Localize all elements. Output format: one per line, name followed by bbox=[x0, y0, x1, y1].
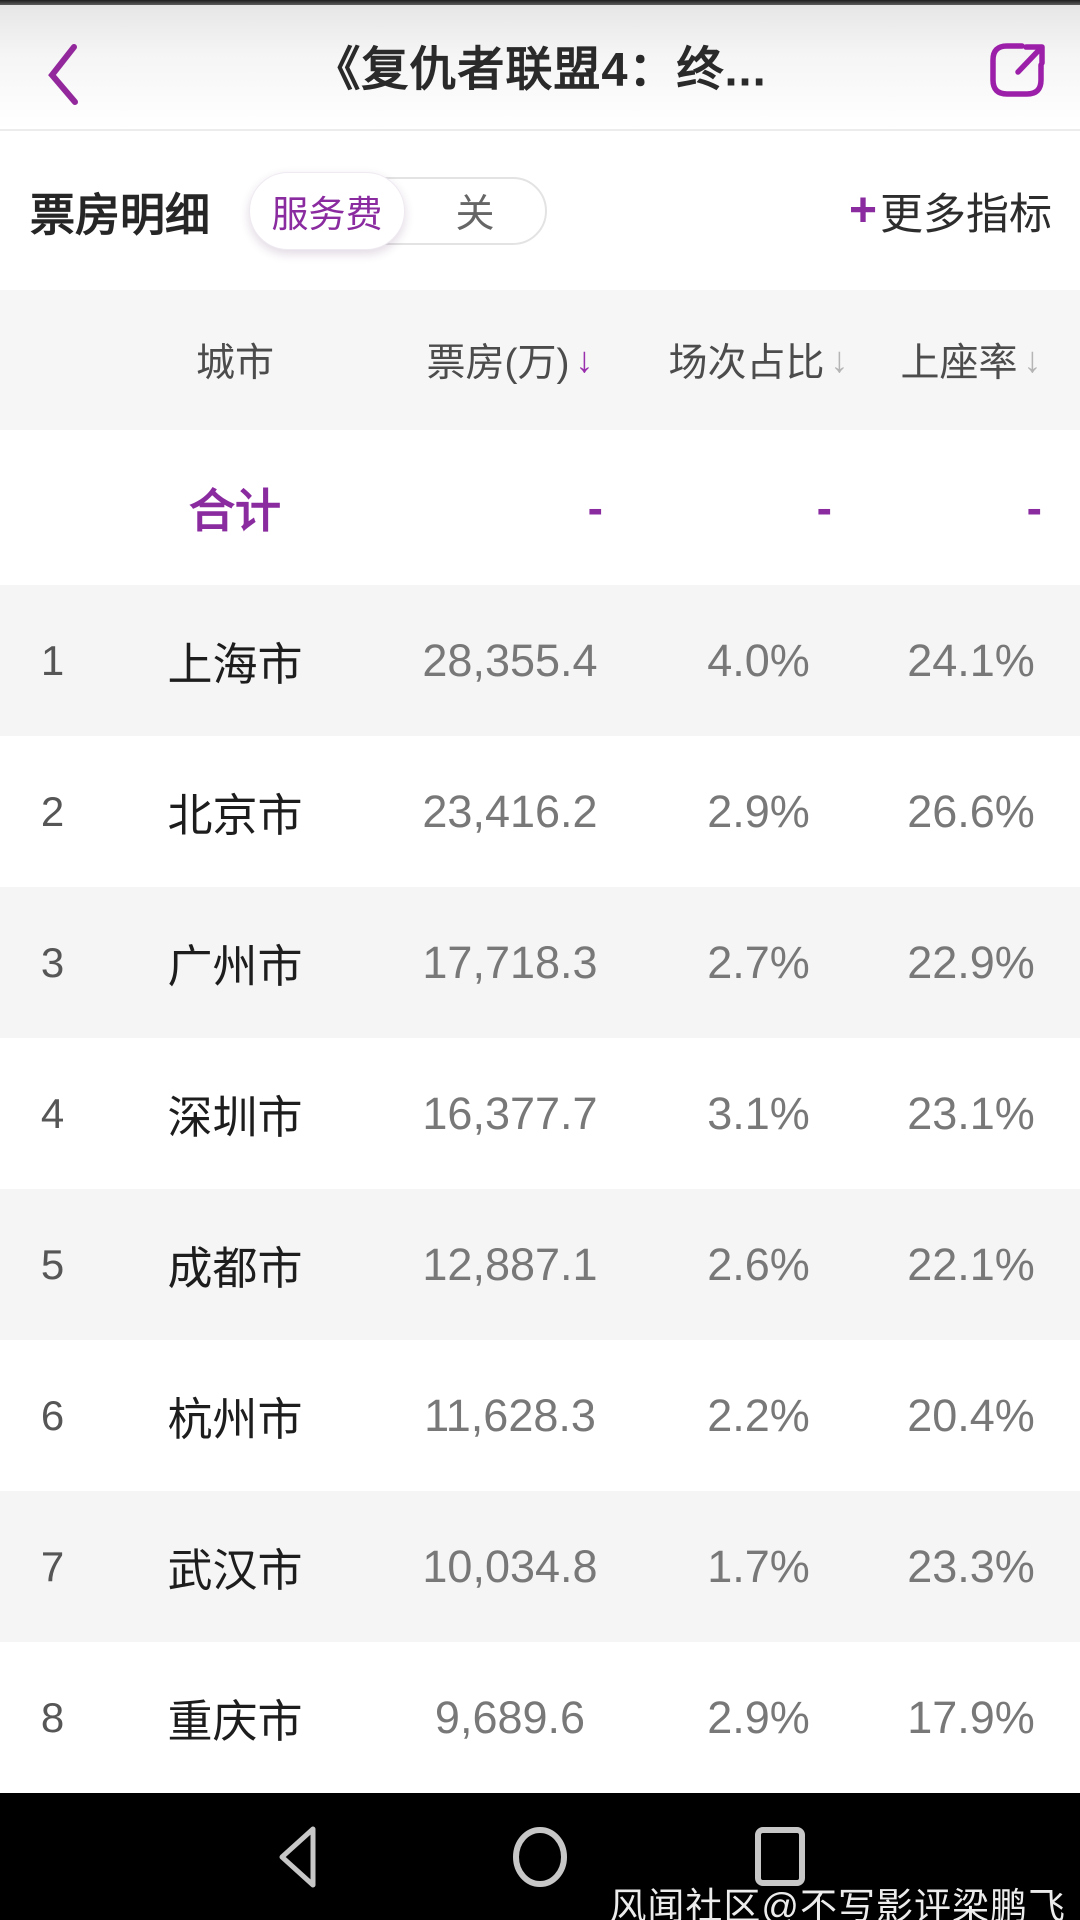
attendance-value: 23.1% bbox=[907, 1087, 1035, 1139]
show-share-value: 4.0% bbox=[707, 634, 810, 686]
more-metrics-label: 更多指标 bbox=[880, 190, 1052, 239]
box-office-value: 17,718.3 bbox=[422, 936, 598, 988]
column-header-box-office[interactable]: 票房(万) ↓ bbox=[426, 339, 594, 385]
table-body: 合计 - - - 1 上海市 28,355.4 4.0% 24.1% 2 北京市… bbox=[0, 430, 1080, 1793]
table-row: 5 成都市 12,887.1 2.6% 22.1% bbox=[0, 1189, 1080, 1340]
box-office-value: 11,628.3 bbox=[424, 1389, 596, 1441]
table-row: 4 深圳市 16,377.7 3.1% 23.1% bbox=[0, 1038, 1080, 1189]
city-name: 重庆市 bbox=[167, 1696, 303, 1747]
box-office-value: 23,416.2 bbox=[422, 785, 598, 837]
recents-square-icon bbox=[755, 1827, 805, 1886]
city-name: 北京市 bbox=[167, 790, 303, 841]
total-attendance: - bbox=[1026, 481, 1042, 534]
back-triangle-icon bbox=[279, 1826, 316, 1888]
attendance-value: 22.1% bbox=[907, 1238, 1035, 1290]
attendance-value: 24.1% bbox=[907, 634, 1035, 686]
sort-desc-icon: ↓ bbox=[830, 339, 849, 380]
column-header-city[interactable]: 城市 bbox=[195, 342, 274, 385]
show-share-value: 3.1% bbox=[707, 1087, 810, 1139]
city-name: 广州市 bbox=[167, 941, 303, 992]
sort-desc-active-icon: ↓ bbox=[575, 339, 594, 380]
attendance-value: 23.3% bbox=[907, 1540, 1035, 1592]
show-share-value: 2.9% bbox=[707, 1691, 810, 1743]
box-office-value: 12,887.1 bbox=[422, 1238, 598, 1290]
nav-back-button[interactable] bbox=[264, 1793, 336, 1920]
app-bar: 《复仇者联盟4：终... bbox=[0, 5, 1080, 131]
attendance-value: 22.9% bbox=[907, 936, 1035, 988]
city-name: 杭州市 bbox=[167, 1394, 303, 1445]
attendance-value: 17.9% bbox=[907, 1691, 1035, 1743]
more-metrics-button[interactable]: + 更多指标 bbox=[849, 180, 1052, 242]
total-row: 合计 - - - bbox=[0, 430, 1080, 585]
box-office-value: 10,034.8 bbox=[422, 1540, 598, 1592]
rank: 3 bbox=[40, 938, 65, 986]
toggle-option-service-fee[interactable]: 服务费 bbox=[249, 171, 405, 250]
share-button[interactable] bbox=[978, 31, 1056, 109]
section-header: 票房明细 服务费 关 + 更多指标 bbox=[0, 131, 1080, 290]
plus-icon: + bbox=[848, 183, 877, 237]
box-office-value: 9,689.6 bbox=[434, 1691, 586, 1743]
back-button[interactable] bbox=[26, 29, 102, 109]
rank: 4 bbox=[40, 1089, 65, 1137]
show-share-value: 2.9% bbox=[707, 785, 810, 837]
city-name: 武汉市 bbox=[167, 1545, 303, 1596]
table-row: 7 武汉市 10,034.8 1.7% 23.3% bbox=[0, 1491, 1080, 1642]
show-share-value: 2.6% bbox=[707, 1238, 810, 1290]
table-row: 8 重庆市 9,689.6 2.9% 17.9% bbox=[0, 1642, 1080, 1793]
total-show-share: - bbox=[816, 481, 832, 534]
chevron-left-icon bbox=[48, 44, 78, 105]
table-row: 1 上海市 28,355.4 4.0% 24.1% bbox=[0, 585, 1080, 736]
service-fee-toggle[interactable]: 服务费 关 bbox=[249, 171, 547, 250]
rank: 5 bbox=[40, 1240, 65, 1288]
rank: 1 bbox=[40, 636, 65, 684]
watermark: 风闻社区@不写影评梁鹏飞 bbox=[609, 1886, 1066, 1920]
attendance-value: 26.6% bbox=[907, 785, 1035, 837]
column-header-show-share[interactable]: 场次占比 ↓ bbox=[668, 339, 849, 385]
city-name: 成都市 bbox=[167, 1243, 303, 1294]
city-name: 上海市 bbox=[167, 639, 303, 690]
android-nav-bar bbox=[0, 1793, 1080, 1920]
rank: 8 bbox=[40, 1693, 65, 1741]
home-circle-icon bbox=[513, 1827, 567, 1887]
total-label: 合计 bbox=[189, 484, 281, 537]
attendance-value: 20.4% bbox=[907, 1389, 1035, 1441]
toggle-option-off[interactable]: 关 bbox=[455, 192, 495, 236]
box-office-value: 16,377.7 bbox=[422, 1087, 598, 1139]
page-title: 《复仇者联盟4：终... bbox=[313, 42, 767, 96]
status-bar bbox=[0, 0, 1080, 5]
table-header: 城市 票房(万) ↓ 场次占比 ↓ 上座率 ↓ bbox=[0, 290, 1080, 430]
table-row: 3 广州市 17,718.3 2.7% 22.9% bbox=[0, 887, 1080, 1038]
sort-desc-icon: ↓ bbox=[1023, 339, 1042, 380]
total-box-office: - bbox=[587, 481, 603, 534]
column-header-attendance[interactable]: 上座率 ↓ bbox=[900, 339, 1042, 385]
box-office-value: 28,355.4 bbox=[422, 634, 598, 686]
open-in-new-icon bbox=[990, 43, 1045, 97]
rank: 7 bbox=[40, 1542, 65, 1590]
nav-home-button[interactable] bbox=[504, 1793, 576, 1920]
table-row: 6 杭州市 11,628.3 2.2% 20.4% bbox=[0, 1340, 1080, 1491]
rank: 2 bbox=[40, 787, 65, 835]
show-share-value: 2.2% bbox=[707, 1389, 810, 1441]
city-name: 深圳市 bbox=[167, 1092, 303, 1143]
nav-recents-button[interactable] bbox=[744, 1793, 816, 1920]
show-share-value: 1.7% bbox=[707, 1540, 810, 1592]
section-title: 票房明细 bbox=[30, 189, 211, 240]
rank: 6 bbox=[40, 1391, 65, 1439]
table-row: 2 北京市 23,416.2 2.9% 26.6% bbox=[0, 736, 1080, 887]
show-share-value: 2.7% bbox=[707, 936, 810, 988]
